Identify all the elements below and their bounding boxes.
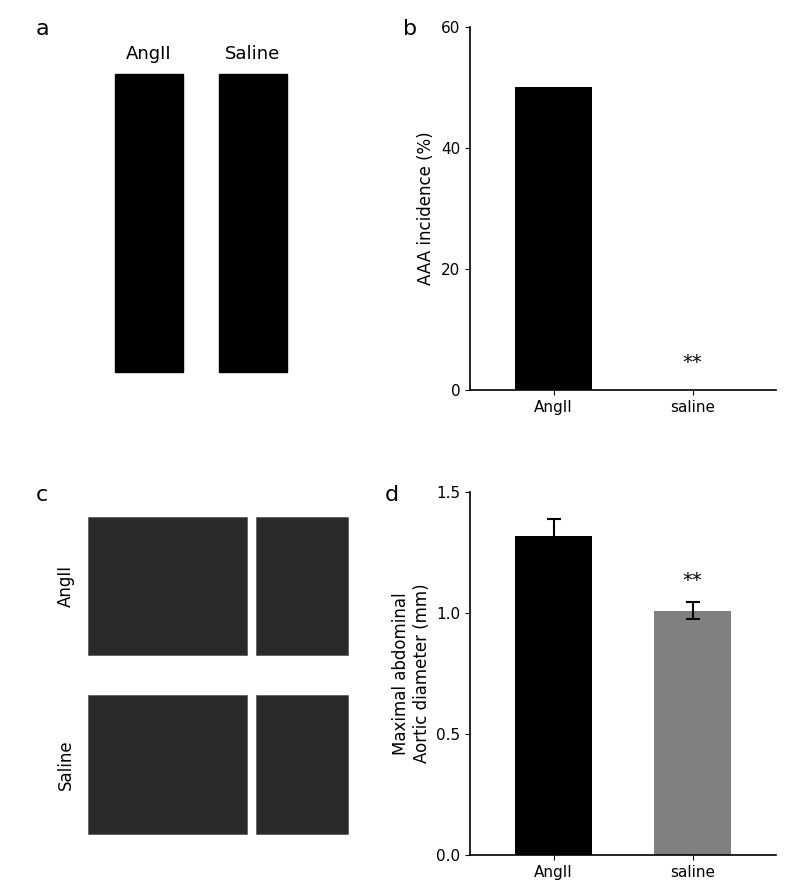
Text: c: c (36, 485, 48, 504)
Text: Saline: Saline (58, 740, 75, 789)
Y-axis label: AAA incidence (%): AAA incidence (%) (418, 132, 435, 285)
FancyBboxPatch shape (219, 74, 286, 372)
Text: **: ** (682, 353, 702, 372)
FancyBboxPatch shape (88, 518, 247, 656)
Y-axis label: Maximal abdominal
Aortic diameter (mm): Maximal abdominal Aortic diameter (mm) (392, 584, 430, 764)
Text: Saline: Saline (226, 45, 281, 63)
Text: **: ** (682, 571, 702, 590)
FancyBboxPatch shape (88, 696, 247, 834)
Text: AngII: AngII (126, 45, 172, 63)
FancyBboxPatch shape (256, 518, 348, 656)
Bar (515, 87, 592, 390)
Text: a: a (36, 20, 50, 39)
FancyBboxPatch shape (256, 696, 348, 834)
FancyBboxPatch shape (115, 74, 182, 372)
Text: AngII: AngII (58, 566, 75, 608)
Bar (654, 610, 731, 855)
Text: d: d (385, 485, 398, 504)
Bar (515, 535, 592, 855)
Text: b: b (403, 20, 417, 39)
